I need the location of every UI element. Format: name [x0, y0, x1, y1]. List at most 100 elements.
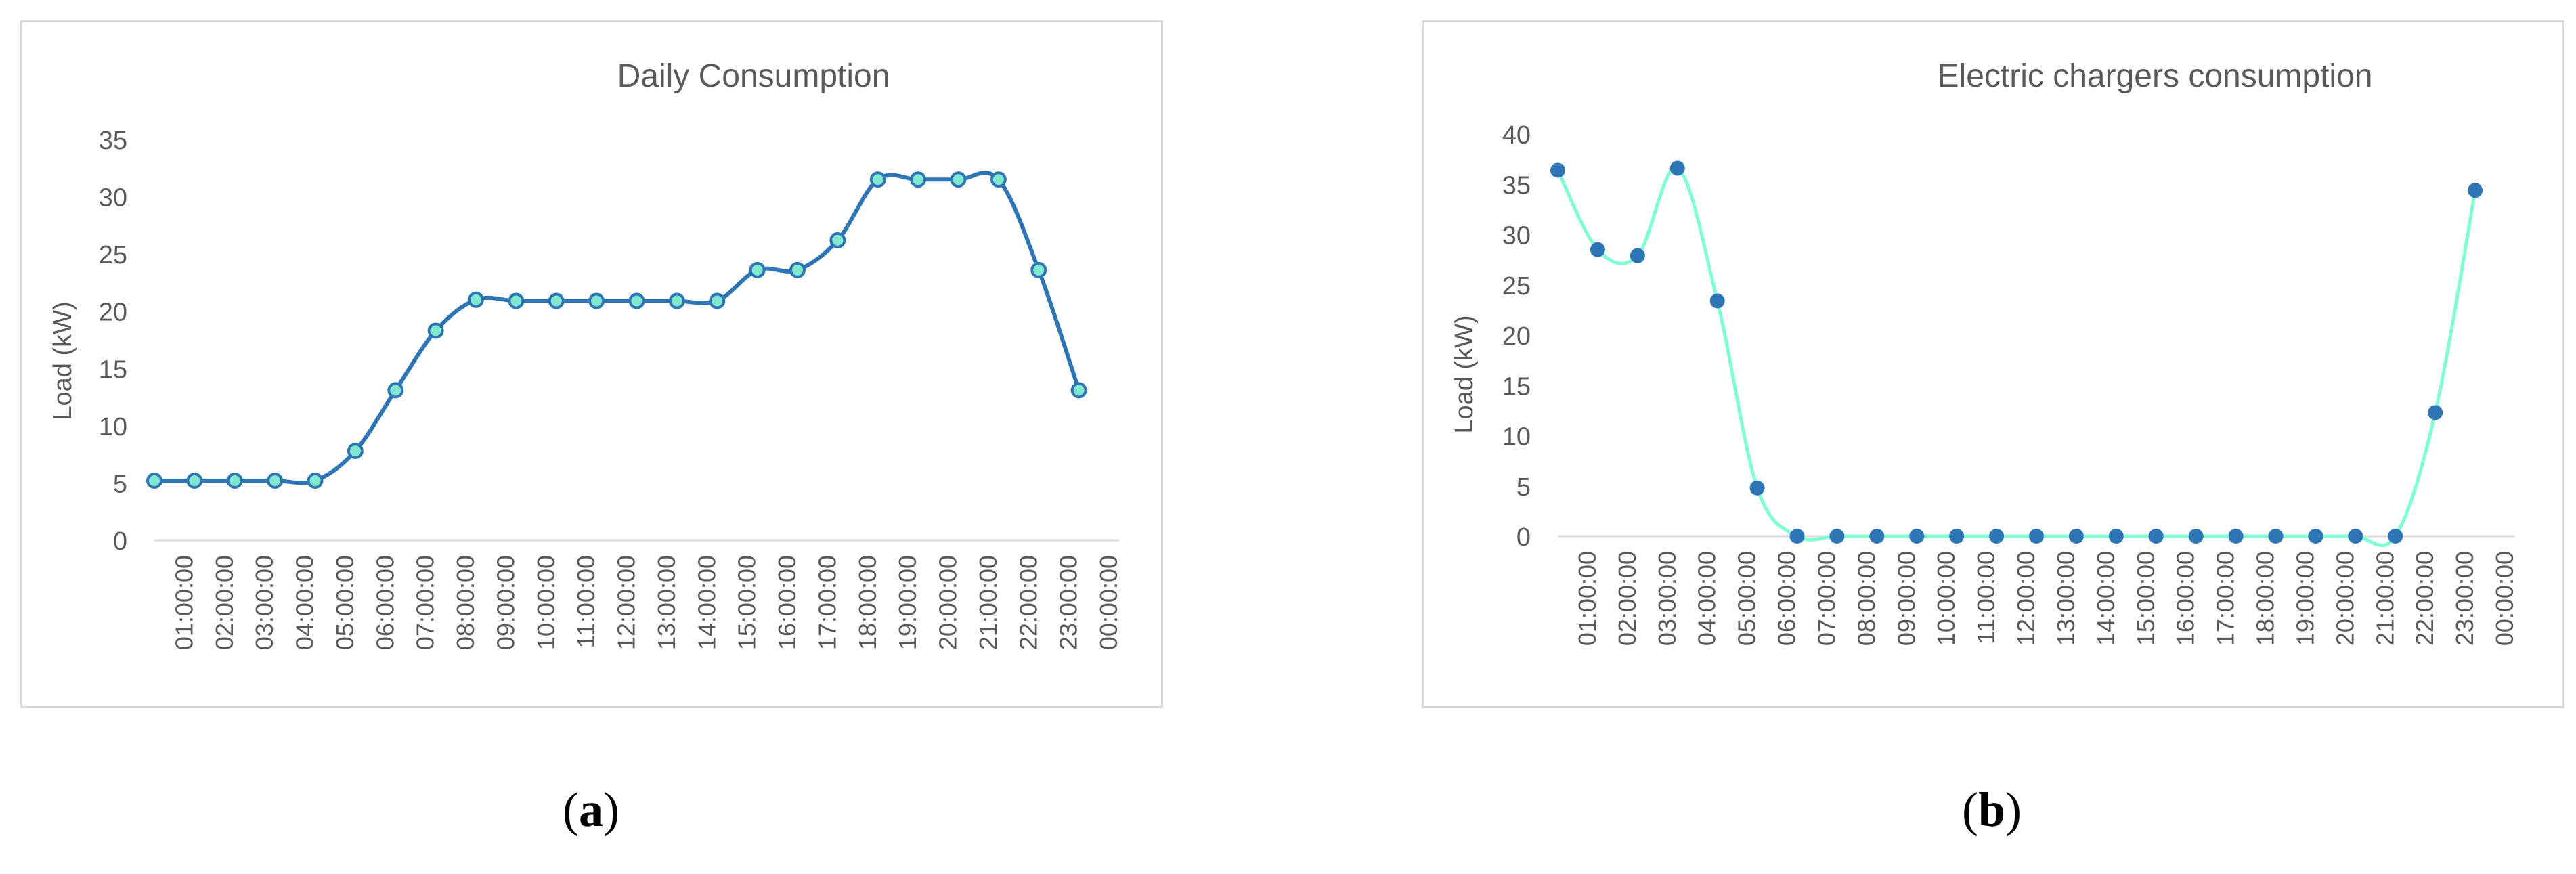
- y-tick-label: 30: [99, 184, 127, 213]
- data-point: [1070, 382, 1087, 399]
- data-point: [1630, 248, 1645, 263]
- data-point: [267, 473, 284, 489]
- data-point: [2108, 529, 2124, 544]
- data-point: [1550, 162, 1565, 178]
- x-tick-label: 14:00:00: [2092, 551, 2120, 646]
- data-point: [869, 171, 886, 188]
- data-point: [2268, 529, 2284, 544]
- data-point: [829, 232, 846, 248]
- data-point: [2228, 529, 2244, 544]
- data-point: [2068, 529, 2084, 544]
- data-point: [1869, 529, 1885, 544]
- x-tick-label: 10:00:00: [1932, 551, 1960, 646]
- x-tick-label: 19:00:00: [894, 555, 921, 650]
- x-tick-label: 15:00:00: [2132, 551, 2160, 646]
- x-tick-label: 12:00:00: [613, 555, 640, 650]
- data-point: [146, 473, 162, 489]
- x-tick-label: 23:00:00: [1055, 555, 1083, 650]
- x-tick-label: 07:00:00: [1812, 551, 1840, 646]
- y-tick-label: 25: [99, 241, 127, 269]
- x-tick-label: 11:00:00: [572, 555, 600, 648]
- data-point: [709, 292, 726, 309]
- x-tick-label: 05:00:00: [331, 555, 359, 650]
- data-point: [2388, 529, 2403, 544]
- daily-consumption-chart: Daily Consumption Load (kW) 0 5 10 15 20 25 30…: [49, 58, 1122, 650]
- chart-title: Electric chargers consumption: [1938, 58, 2373, 94]
- y-tick-label: 35: [1502, 171, 1531, 200]
- x-tick-label: 17:00:00: [813, 555, 841, 650]
- data-point: [2308, 529, 2323, 544]
- data-point: [1829, 529, 1845, 544]
- x-tick-label: 11:00:00: [1972, 551, 2000, 644]
- x-tick-label: 08:00:00: [452, 555, 479, 650]
- x-tick-label: 22:00:00: [1014, 555, 1042, 650]
- plot-area: 0 5 10 15 20 25 30 35 01:00:00 02:00:00 03:00:00 04…: [99, 127, 1122, 650]
- data-point: [2428, 405, 2443, 420]
- chart-panel-daily-consumption: Daily Consumption Load (kW) 0 5 10 15 20 25 30…: [20, 20, 1163, 708]
- plot-area: 0 5 10 15 20 25 30 35 40 01:00:00 02:00:00 03:00:00…: [1502, 121, 2518, 646]
- data-point: [990, 171, 1007, 188]
- data-point: [1590, 242, 1605, 257]
- data-point: [950, 171, 967, 188]
- data-point: [588, 292, 605, 309]
- data-point: [1949, 529, 1965, 544]
- y-tick-label: 25: [1502, 272, 1531, 301]
- x-tick-label: 08:00:00: [1852, 551, 1880, 646]
- data-point: [347, 443, 364, 460]
- x-tick-label: 17:00:00: [2212, 551, 2240, 646]
- data-point: [226, 473, 243, 489]
- y-tick-label: 10: [99, 413, 127, 441]
- y-tick-label: 20: [1502, 322, 1531, 351]
- chart-title: Daily Consumption: [617, 58, 890, 94]
- series-line: [1556, 166, 2477, 547]
- caption-letter: a: [579, 783, 603, 837]
- x-tick-label: 02:00:00: [211, 555, 238, 650]
- x-tick-label: 21:00:00: [2371, 551, 2399, 646]
- x-tick-label: 20:00:00: [2331, 551, 2359, 646]
- x-tick-label: 00:00:00: [2491, 551, 2518, 646]
- x-tick-label: 20:00:00: [934, 555, 962, 650]
- x-tick-label: 15:00:00: [733, 555, 761, 650]
- x-tick-label: 14:00:00: [693, 555, 720, 650]
- x-tick-label: 18:00:00: [2252, 551, 2279, 646]
- data-point: [628, 292, 645, 309]
- y-tick-label: 30: [1502, 222, 1531, 250]
- x-tick-label: 19:00:00: [2291, 551, 2319, 646]
- data-point: [2029, 529, 2044, 544]
- y-tick-label: 10: [1502, 423, 1531, 452]
- x-tick-label: 04:00:00: [291, 555, 319, 650]
- y-tick-label: 5: [113, 470, 127, 498]
- series-line: [154, 171, 1081, 485]
- data-point: [1989, 529, 2005, 544]
- x-tick-label: 03:00:00: [250, 555, 278, 650]
- x-tick-label: 10:00:00: [532, 555, 560, 650]
- data-point: [2468, 183, 2483, 198]
- data-point: [749, 261, 766, 278]
- x-tick-label: 16:00:00: [2172, 551, 2200, 646]
- data-point: [307, 473, 324, 489]
- data-point: [668, 292, 685, 309]
- data-point: [2188, 529, 2204, 544]
- x-tick-label: 06:00:00: [1773, 551, 1801, 646]
- y-tick-label: 15: [99, 355, 127, 384]
- electric-chargers-chart: Electric chargers consumption Load (kW) …: [1450, 58, 2518, 646]
- data-point: [1749, 480, 1765, 496]
- data-point: [2348, 529, 2363, 544]
- data-point: [186, 473, 203, 489]
- x-tick-label: 04:00:00: [1693, 551, 1721, 646]
- x-tick-label: 09:00:00: [1892, 551, 1920, 646]
- x-tick-label: 09:00:00: [492, 555, 519, 650]
- data-point: [1789, 529, 1805, 544]
- x-tick-label: 00:00:00: [1095, 555, 1122, 650]
- x-tick-label: 01:00:00: [170, 555, 198, 650]
- data-point: [910, 171, 927, 188]
- y-tick-label: 15: [1502, 372, 1531, 401]
- y-axis-label: Load (kW): [49, 301, 77, 420]
- data-point: [789, 261, 806, 278]
- data-point: [1030, 261, 1047, 278]
- x-tick-label: 16:00:00: [773, 555, 801, 650]
- data-point: [387, 382, 404, 399]
- x-tick-label: 13:00:00: [2052, 551, 2080, 646]
- x-tick-label: 06:00:00: [371, 555, 399, 650]
- y-axis-label: Load (kW): [1450, 315, 1479, 433]
